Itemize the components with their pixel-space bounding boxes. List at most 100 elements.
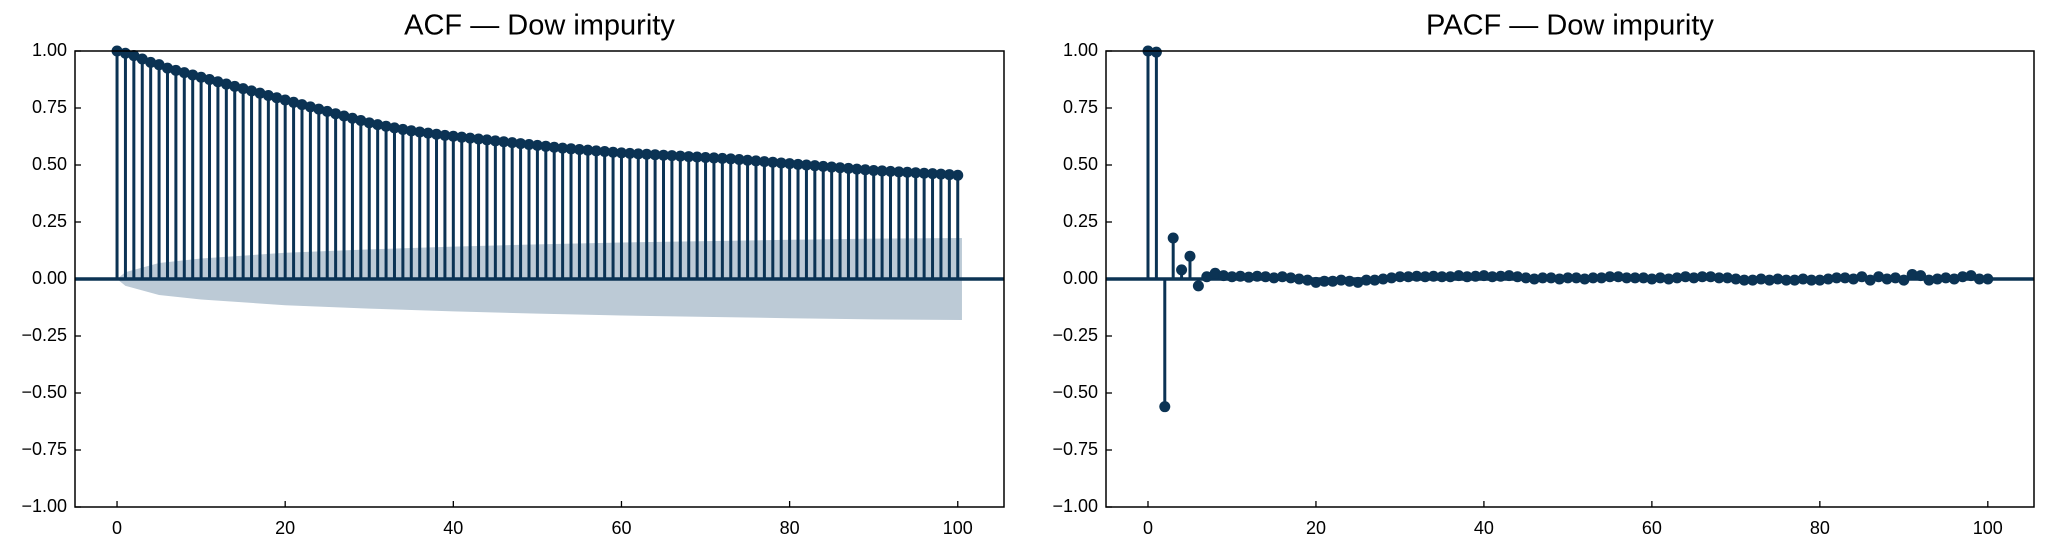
stem-marker (271, 92, 283, 104)
stem-marker (1612, 271, 1624, 283)
stem-marker (1940, 272, 1952, 284)
y-tick-label: 1.00 (32, 40, 67, 60)
stem-marker (1495, 270, 1507, 282)
stem-marker (565, 143, 577, 155)
stem-marker (767, 156, 779, 168)
stem-marker (666, 150, 678, 162)
stem-marker (422, 127, 434, 139)
stem-marker (1167, 232, 1179, 244)
stem-marker (1898, 274, 1910, 286)
stem-marker (1243, 271, 1255, 283)
stem-marker (1209, 267, 1221, 279)
stem-marker (1562, 272, 1574, 284)
stem-marker (1234, 270, 1246, 282)
stem-marker (178, 67, 190, 79)
y-tick-label: −0.50 (1052, 382, 1098, 402)
stem-marker (910, 167, 922, 179)
stem-marker (498, 136, 510, 148)
stem-marker (943, 169, 955, 181)
stem-marker (1276, 271, 1288, 283)
stem-marker (1604, 271, 1616, 283)
x-tick-label: 40 (443, 518, 463, 538)
stem-marker (1260, 271, 1272, 283)
stem-marker (758, 156, 770, 168)
x-tick-label: 80 (780, 518, 800, 538)
stem-marker (716, 152, 728, 164)
stem-marker (1957, 271, 1969, 283)
stem-marker (1965, 270, 1977, 282)
stem-marker (1931, 273, 1943, 285)
stem-marker (641, 148, 653, 160)
stem-marker (573, 143, 585, 155)
stem-marker (1226, 271, 1238, 283)
stem-marker (338, 110, 350, 122)
stem-marker (1747, 274, 1759, 286)
stem-marker (1461, 271, 1473, 283)
stem-marker (346, 112, 358, 124)
stem-marker (355, 115, 367, 127)
stem-marker (1906, 268, 1918, 280)
chart-title: PACF — Dow impurity (1426, 10, 1714, 42)
stem-marker (1537, 272, 1549, 284)
x-tick-label: 60 (1642, 518, 1662, 538)
stem-marker (1789, 274, 1801, 286)
stem-marker (893, 166, 905, 178)
stem-marker (1637, 272, 1649, 284)
stem-marker (1864, 274, 1876, 286)
stem-marker (1302, 274, 1314, 286)
stem-marker (136, 53, 148, 65)
stem-marker (321, 105, 333, 117)
stem-marker (1352, 276, 1364, 288)
stem-marker (1730, 273, 1742, 285)
stem-marker (1814, 274, 1826, 286)
y-tick-label: −0.50 (21, 382, 67, 402)
stem-marker (800, 159, 812, 171)
stem-marker (540, 140, 552, 152)
y-tick-label: −1.00 (21, 496, 67, 516)
stem-marker (1797, 273, 1809, 285)
stem-marker (590, 145, 602, 157)
stem-marker (1705, 271, 1717, 283)
stem-marker (834, 162, 846, 174)
y-tick-label: 0.00 (32, 268, 67, 288)
stem-marker (1847, 273, 1859, 285)
stem-marker (1621, 272, 1633, 284)
stem-marker (1629, 272, 1641, 284)
stem-marker (1570, 272, 1582, 284)
stem-marker (607, 146, 619, 158)
stem-marker (506, 137, 518, 149)
stem-marker (1176, 264, 1188, 276)
stem-marker (1587, 272, 1599, 284)
stem-marker (817, 160, 829, 172)
x-tick-label: 0 (112, 518, 122, 538)
y-tick-label: −0.25 (1052, 325, 1098, 345)
stem-marker (1486, 271, 1498, 283)
stem-marker (1478, 270, 1490, 282)
stem-marker (262, 89, 274, 101)
stem-marker (615, 147, 627, 159)
stem-marker (431, 128, 443, 140)
stem-marker (1671, 272, 1683, 284)
stem-marker (1360, 274, 1372, 286)
stem-marker (1839, 272, 1851, 284)
x-tick-label: 100 (943, 518, 973, 538)
stem-marker (212, 76, 224, 88)
stem-marker (1453, 270, 1465, 282)
stem-marker (1344, 275, 1356, 287)
stem-marker (1285, 272, 1297, 284)
stem-marker (935, 168, 947, 180)
y-tick-label: 0.25 (1063, 211, 1098, 231)
stem-marker (1293, 273, 1305, 285)
stem-marker (1528, 273, 1540, 285)
stem-marker (1335, 274, 1347, 286)
stem-marker (1428, 270, 1440, 282)
stem-marker (1889, 272, 1901, 284)
stem-marker (851, 163, 863, 175)
stem-marker (187, 69, 199, 81)
stem-marker (170, 64, 182, 76)
axes-frame (74, 50, 1005, 508)
stem-marker (1470, 270, 1482, 282)
stem-marker (1822, 273, 1834, 285)
x-tick-label: 40 (1474, 518, 1494, 538)
stem-marker (842, 162, 854, 174)
